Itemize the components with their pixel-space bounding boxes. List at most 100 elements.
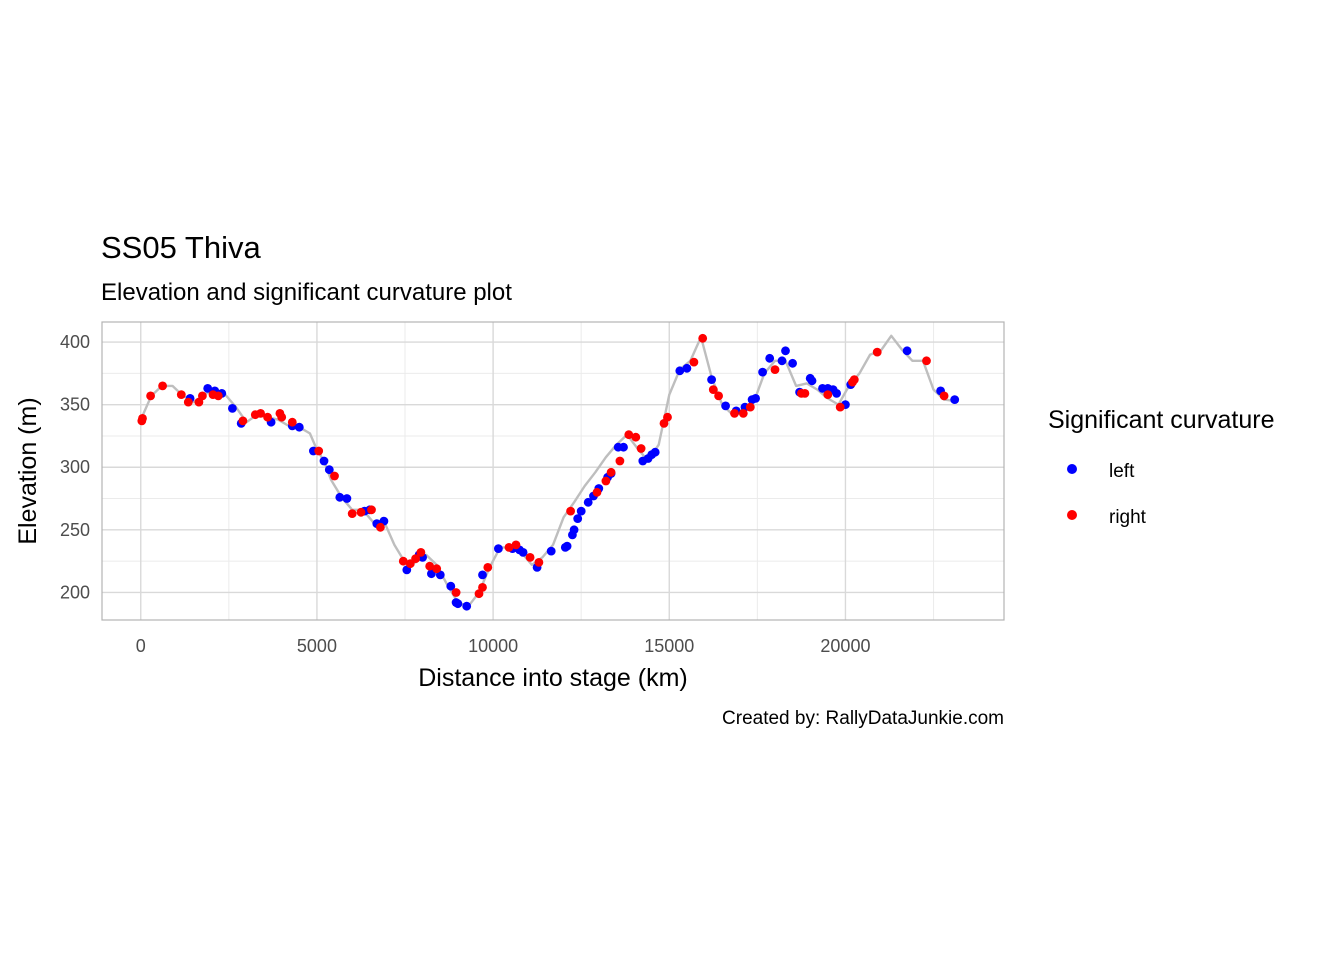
- curvature-point-left: [569, 525, 579, 535]
- curvature-point-left: [619, 442, 628, 452]
- curvature-point-left: [675, 366, 685, 376]
- curvature-point-left: [765, 353, 775, 363]
- curvature-point-left: [342, 494, 352, 503]
- curvature-point-left: [573, 514, 583, 523]
- curvature-point-right: [534, 558, 544, 567]
- curvature-point-right: [601, 476, 611, 486]
- curvature-point-left: [294, 422, 304, 432]
- curvature-point-left: [807, 376, 817, 386]
- curvature-point-left: [335, 492, 345, 502]
- curvature-point-right: [730, 409, 739, 418]
- curvature-point-right: [504, 543, 514, 552]
- curvature-point-right: [738, 409, 748, 418]
- curvature-point-left: [788, 358, 797, 368]
- y-tick-label: 300: [60, 457, 90, 477]
- curvature-point-right: [483, 563, 493, 572]
- curvature-point-right: [158, 381, 168, 391]
- curvature-point-right: [800, 389, 810, 398]
- curvature-point-right: [416, 548, 426, 557]
- panel-border: [101, 321, 1005, 621]
- curvature-point-right: [708, 385, 718, 394]
- elevation-line: [139, 334, 955, 608]
- curvature-point-left: [478, 570, 487, 580]
- curvature-point-right: [636, 444, 646, 453]
- curvature-point-right: [138, 414, 147, 423]
- curvature-point-right: [689, 357, 699, 367]
- curvature-point-right: [287, 417, 297, 427]
- curvature-point-right: [451, 588, 461, 597]
- curvature-point-left: [494, 544, 503, 553]
- curvature-point-right: [624, 430, 634, 440]
- x-axis-title: Distance into stage (km): [418, 664, 688, 692]
- curvature-point-right: [849, 375, 859, 384]
- curvature-point-left: [751, 394, 760, 403]
- curvature-point-right: [872, 347, 882, 357]
- curvature-point-right: [330, 471, 339, 481]
- curvature-point-right: [745, 402, 755, 412]
- curvature-point-right: [347, 509, 357, 518]
- curvature-point-right: [277, 412, 287, 422]
- curvature-point-right: [256, 409, 265, 418]
- curvature-point-right: [198, 391, 207, 401]
- curvature-point-right: [770, 365, 780, 374]
- chart-title: SS05 Thiva: [101, 230, 261, 265]
- curvature-point-right: [238, 416, 248, 426]
- curvature-point-right: [183, 397, 193, 407]
- curvature-point-left: [902, 346, 912, 356]
- legend-label-left: left: [1109, 461, 1135, 482]
- curvature-point-right: [525, 553, 535, 562]
- curvature-point-left: [650, 447, 660, 457]
- curvature-point-left: [518, 548, 528, 557]
- curvature-point-right: [176, 390, 186, 399]
- curvature-point-right: [698, 333, 708, 343]
- x-tick-label: 5000: [297, 636, 337, 656]
- curvature-point-right: [376, 522, 385, 532]
- curvature-point-left: [682, 363, 692, 373]
- chart-caption: Created by: RallyDataJunkie.com: [722, 708, 1004, 729]
- x-tick-label: 0: [136, 636, 146, 656]
- curvature-point-right: [835, 402, 845, 412]
- curvature-point-left: [576, 506, 586, 516]
- curvature-point-left: [562, 541, 572, 551]
- x-tick-label: 10000: [468, 636, 518, 656]
- legend-label-right: right: [1109, 507, 1147, 528]
- curvature-point-right: [606, 467, 616, 477]
- curvature-point-left: [462, 601, 472, 611]
- curvature-point-right: [314, 446, 324, 456]
- curvature-point-left: [707, 375, 716, 384]
- curvature-point-left: [781, 346, 790, 356]
- curvature-point-right: [411, 554, 420, 563]
- curvature-point-right: [367, 505, 376, 515]
- legend-key-right: [1067, 510, 1077, 520]
- curvature-point-right: [823, 390, 833, 399]
- legend-title: Significant curvature: [1048, 406, 1275, 434]
- curvature-point-right: [939, 391, 949, 401]
- curvature-point-left: [583, 497, 593, 507]
- curvature-point-right: [663, 412, 672, 422]
- curvature-point-left: [546, 546, 556, 556]
- y-tick-label: 250: [60, 520, 90, 540]
- curvature-point-left: [228, 404, 237, 413]
- curvature-point-left: [324, 465, 334, 475]
- curvature-point-left: [950, 395, 960, 404]
- curvature-point-right: [432, 564, 442, 574]
- x-tick-label: 20000: [820, 636, 870, 656]
- curvature-point-right: [615, 456, 625, 466]
- curvature-point-right: [356, 507, 366, 517]
- curvature-point-right: [566, 506, 575, 516]
- curvature-point-right: [213, 391, 223, 401]
- curvature-point-left: [832, 389, 841, 398]
- curvature-point-right: [592, 487, 602, 497]
- curvature-point-right: [425, 561, 435, 571]
- legend: Significant curvature left right: [1048, 406, 1275, 528]
- plot-panel: 0 5000 10000 15000 20000 200 250 300 350 400: [60, 321, 1005, 656]
- y-axis-title: Elevation (m): [14, 397, 42, 544]
- curvature-point-right: [511, 540, 521, 550]
- curvature-point-right: [263, 412, 272, 422]
- curvature-point-left: [453, 599, 463, 609]
- curvature-point-left: [203, 384, 213, 393]
- curvature-point-right: [631, 432, 641, 442]
- curvature-point-right: [714, 391, 723, 401]
- y-tick-label: 400: [60, 332, 90, 352]
